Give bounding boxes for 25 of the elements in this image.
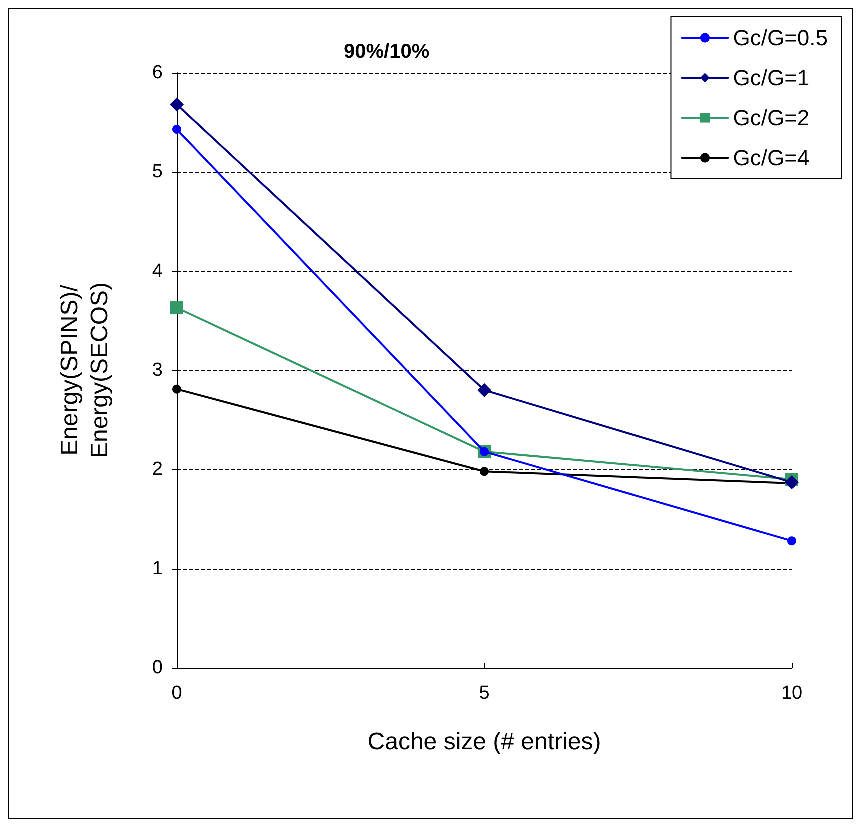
x-tick-label: 5: [479, 683, 490, 704]
x-axis-title: Cache size (# entries): [368, 728, 602, 756]
y-tick-label: 5: [152, 162, 163, 183]
point: [480, 467, 489, 476]
legend-label: Gc/G=1: [733, 66, 810, 90]
y-tick-label: 0: [152, 658, 163, 678]
point: [788, 536, 796, 546]
point: [170, 302, 184, 315]
point: [172, 384, 182, 394]
legend-label: Gc/G=4: [733, 146, 810, 170]
x-tick-label: 0: [172, 683, 182, 704]
legend-label: Gc/G=2: [733, 106, 810, 130]
legend-label: Gc/G=0.5: [733, 26, 828, 50]
point: [172, 125, 182, 134]
x-tick-label: 10: [781, 683, 803, 704]
y-tick-label: 6: [152, 62, 163, 84]
point: [170, 98, 184, 112]
y-tick-label: 4: [152, 260, 164, 282]
point: [478, 383, 492, 398]
y-axis-title: Energy(SPINS)/ Energy(SECOS): [56, 282, 114, 459]
y-tick-label: 3: [152, 360, 163, 381]
y-tick-label: 2: [152, 459, 163, 480]
chart-title: 90%/10%: [344, 41, 430, 63]
y-tick-label: 1: [152, 558, 163, 580]
point: [785, 476, 799, 490]
